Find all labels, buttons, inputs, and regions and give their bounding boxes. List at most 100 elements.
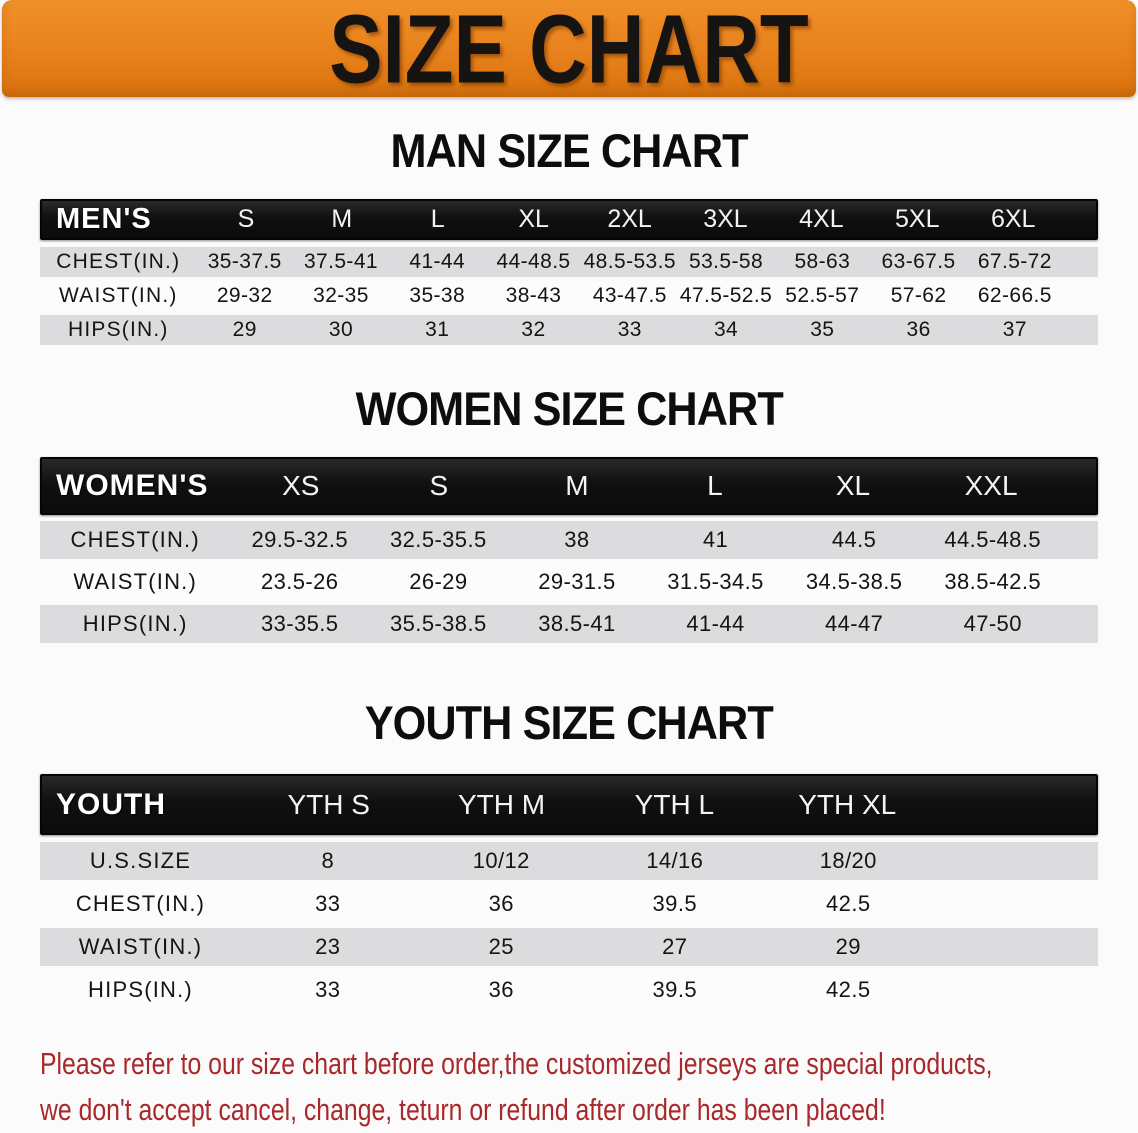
size-column-header: 4XL <box>799 205 844 233</box>
row-label: HIPS(IN.) <box>88 977 193 1002</box>
value-cell: 58-63 <box>794 250 851 273</box>
value-cell: 33-35.5 <box>261 611 339 636</box>
table-header-row: MEN'S S M L XL 2XL 3XL 4XL 5XL 6XL <box>40 199 1098 240</box>
row-label: CHEST(IN.) <box>70 527 200 552</box>
value-cell: 29 <box>835 934 861 959</box>
value-cell: 35.5-38.5 <box>390 611 487 636</box>
value-cell: 36 <box>488 977 514 1002</box>
table-row: U.S.SIZE 8 10/12 14/16 18/20 <box>40 842 1098 880</box>
size-column-header: 2XL <box>607 205 652 233</box>
value-cell: 32-35 <box>313 284 369 307</box>
table-row: CHEST(IN.) 33 36 39.5 42.5 <box>40 885 1098 923</box>
value-cell: 38.5-41 <box>538 611 616 636</box>
value-cell: 38 <box>564 527 590 552</box>
value-cell: 41-44 <box>409 250 466 273</box>
value-cell: 44.5-48.5 <box>944 527 1041 552</box>
youth-section-title: YOUTH SIZE CHART <box>0 699 1138 747</box>
size-column-header: 6XL <box>990 205 1036 233</box>
disclaimer-line-2: we don't accept cancel, change, teturn o… <box>40 1092 886 1127</box>
value-cell: 38.5-42.5 <box>944 569 1041 594</box>
youth-section-title-text: YOUTH SIZE CHART <box>364 696 774 749</box>
value-cell: 33 <box>617 318 642 341</box>
size-column-header: YTH M <box>457 788 546 820</box>
value-cell: 52.5-57 <box>785 284 860 307</box>
disclaimer: Please refer to our size chart before or… <box>40 1041 1138 1133</box>
value-cell: 47.5-52.5 <box>679 284 773 307</box>
size-column-header: M <box>331 205 353 233</box>
value-cell: 23.5-26 <box>261 569 339 594</box>
men-section-title-text: MAN SIZE CHART <box>390 124 748 177</box>
value-cell: 23 <box>315 934 341 959</box>
table-row: CHEST(IN.) 35-37.5 37.5-41 41-44 44-48.5 48.5… <box>40 247 1098 277</box>
size-column-header: S <box>429 470 449 501</box>
value-cell: 27 <box>662 934 688 959</box>
size-column-header: 5XL <box>895 205 940 233</box>
table-header-row: WOMEN'S XS S M L XL XXL <box>40 457 1098 515</box>
value-cell: 44.5 <box>831 527 877 552</box>
row-label: CHEST(IN.) <box>56 250 181 273</box>
youth-size-table: YOUTH YTH S YTH M YTH L YTH XL U.S.SIZE 8 10/12… <box>40 774 1098 1009</box>
value-cell: 29.5-32.5 <box>251 527 349 552</box>
size-column-header: YTH S <box>287 788 370 820</box>
value-cell: 25 <box>488 934 514 959</box>
women-section-title: WOMEN SIZE CHART <box>0 385 1138 433</box>
value-cell: 8 <box>321 848 335 873</box>
table-row: HIPS(IN.) 33 36 39.5 42.5 <box>40 971 1098 1009</box>
value-cell: 41-44 <box>686 611 745 636</box>
row-label: HIPS(IN.) <box>67 318 169 341</box>
value-cell: 47-50 <box>963 611 1022 636</box>
size-column-header: L <box>430 205 445 233</box>
value-cell: 34.5-38.5 <box>805 569 903 594</box>
size-column-header: XXL <box>964 470 1018 501</box>
row-label: U.S.SIZE <box>89 848 192 873</box>
table-row: WAIST(IN.) 23 25 27 29 <box>40 928 1098 966</box>
size-column-header: YTH XL <box>798 788 897 820</box>
value-cell: 44-48.5 <box>496 250 571 273</box>
value-cell: 33 <box>315 891 341 916</box>
row-label: WAIST(IN.) <box>78 934 203 959</box>
size-column-header: S <box>237 205 255 233</box>
row-label: WAIST(IN.) <box>73 569 198 594</box>
value-cell: 39.5 <box>652 891 697 916</box>
size-chart-banner: SIZE CHART <box>2 0 1136 104</box>
disclaimer-line-1: Please refer to our size chart before or… <box>40 1046 993 1081</box>
value-cell: 32.5-35.5 <box>390 527 487 552</box>
value-cell: 29-32 <box>216 284 273 307</box>
size-column-header: XL <box>835 470 871 501</box>
value-cell: 48.5-53.5 <box>583 250 676 273</box>
value-cell: 57-62 <box>890 284 947 307</box>
table-row: HIPS(IN.) 33-35.5 35.5-38.5 38.5-41 41-44 44-… <box>40 605 1098 643</box>
section-youth: YOUTH SIZE CHART YOUTH YTH S YTH M YTH L YTH… <box>0 699 1138 1009</box>
value-cell: 30 <box>328 318 354 341</box>
value-cell: 35 <box>810 318 835 341</box>
table-row: HIPS(IN.) 29 30 31 32 33 34 35 36 37 <box>40 315 1098 345</box>
value-cell: 44-47 <box>824 611 884 636</box>
table-row: CHEST(IN.) 29.5-32.5 32.5-35.5 38 41 44.5 44.5… <box>40 521 1098 559</box>
size-column-header: XS <box>282 470 320 501</box>
value-cell: 14/16 <box>646 848 704 873</box>
value-cell: 35-37.5 <box>207 250 282 273</box>
value-cell: 31.5-34.5 <box>667 569 764 594</box>
value-cell: 37 <box>1002 318 1027 341</box>
size-column-header: XL <box>518 205 549 233</box>
value-cell: 36 <box>488 891 514 916</box>
size-column-header: 3XL <box>703 205 748 233</box>
row-label: HIPS(IN.) <box>82 611 188 636</box>
value-cell: 63-67.5 <box>881 250 956 273</box>
value-cell: 29-31.5 <box>538 569 616 594</box>
value-cell: 26-29 <box>409 569 468 594</box>
section-women: WOMEN SIZE CHART WOMEN'S XS S M L XL XXL CHEST(… <box>0 385 1138 643</box>
section-men: MAN SIZE CHART MEN'S S M L XL 2XL 3XL 4XL 5XL 6XL… <box>0 127 1138 345</box>
table-row: WAIST(IN.) 23.5-26 26-29 29-31.5 31.5-34.5 34… <box>40 563 1098 601</box>
value-cell: 29 <box>232 318 257 341</box>
men-section-title: MAN SIZE CHART <box>0 127 1138 175</box>
banner-title: SIZE CHART <box>329 0 809 104</box>
value-cell: 39.5 <box>652 977 697 1002</box>
table-row: WAIST(IN.) 29-32 32-35 35-38 38-43 43-47.5 47.… <box>40 281 1098 311</box>
value-cell: 43-47.5 <box>592 284 667 307</box>
value-cell: 62-66.5 <box>977 284 1052 307</box>
value-cell: 18/20 <box>819 848 877 873</box>
value-cell: 37.5-41 <box>303 250 378 273</box>
value-cell: 35-38 <box>409 284 466 307</box>
table-header-label: WOMEN'S <box>56 469 209 502</box>
